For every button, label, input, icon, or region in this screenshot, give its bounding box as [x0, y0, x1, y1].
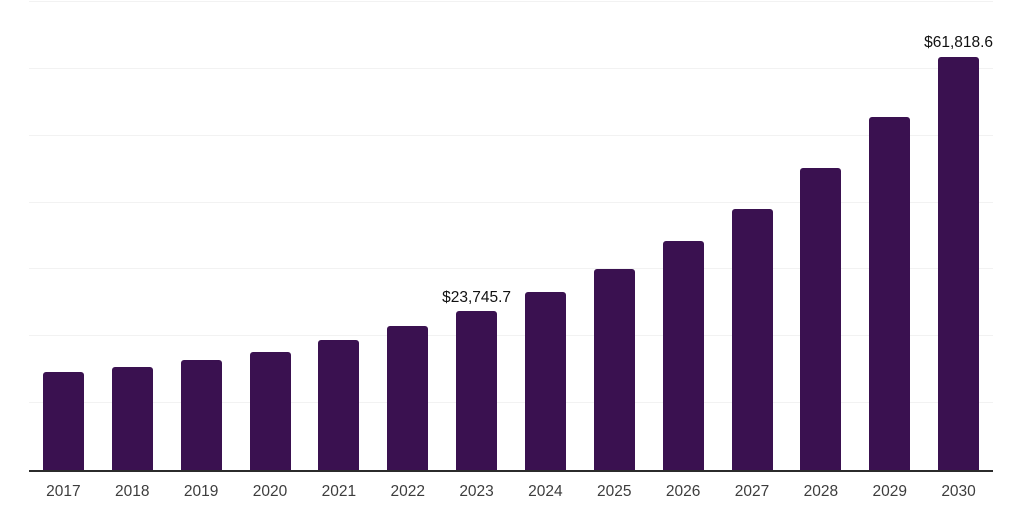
x-tick-label-2023: 2023: [459, 483, 494, 500]
x-tick-label-2030: 2030: [941, 483, 976, 500]
bar-2026: [662, 241, 704, 470]
bar-2025: [593, 269, 635, 470]
gridline: [29, 268, 993, 270]
x-axis-line: [29, 470, 993, 472]
bar-2028: [800, 167, 842, 470]
bar-2018: [111, 367, 153, 470]
x-tick-label-2028: 2028: [803, 483, 839, 500]
data-label-2030: $61,818.6: [924, 34, 994, 52]
x-tick-label-2026: 2026: [665, 483, 701, 500]
bar-2030: [938, 56, 980, 470]
x-tick-label-2018: 2018: [115, 483, 150, 500]
bar-2021: [318, 339, 360, 470]
x-tick-label-2027: 2027: [734, 483, 770, 500]
bar-2029: [869, 116, 911, 470]
bar-2024: [524, 291, 566, 470]
gridline: [29, 335, 993, 337]
bar-2019: [180, 360, 222, 470]
bar-2023: [456, 311, 498, 470]
bar-2022: [387, 326, 429, 470]
x-axis-tick-labels: 2017 2018 2019 2020 2021 2022 2023 2024 2025 2026…: [29, 484, 993, 504]
x-tick-label-2025: 2025: [597, 483, 632, 500]
gridline: [29, 402, 993, 404]
x-tick-label-2021: 2021: [321, 483, 357, 500]
x-tick-label-2019: 2019: [183, 483, 219, 500]
x-tick-label-2029: 2029: [872, 483, 907, 500]
bar-2020: [249, 352, 291, 470]
plot-area: $23,745.7 $61,818.6: [29, 1, 994, 472]
bar-2027: [731, 209, 773, 470]
x-tick-label-2024: 2024: [528, 483, 563, 500]
x-tick-label-2022: 2022: [390, 483, 425, 500]
bar-2017: [42, 372, 84, 470]
data-label-2023: $23,745.7: [442, 288, 512, 306]
gridline: [29, 201, 993, 203]
gridline: [29, 67, 993, 69]
x-tick-label-2020: 2020: [252, 483, 288, 500]
x-tick-label-2017: 2017: [46, 483, 81, 500]
gridline: [29, 134, 993, 136]
gridline: [29, 1, 993, 2]
